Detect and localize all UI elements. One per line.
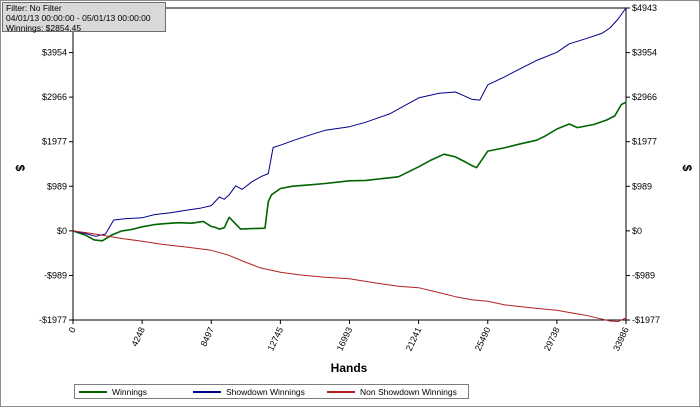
y-tick-label-left: $2966 [42, 92, 67, 102]
y-tick-label-right: $4943 [632, 3, 657, 13]
x-tick-label: 0 [67, 326, 78, 335]
y-tick-label-right: $989 [632, 181, 652, 191]
y-ticks-right: -$1977 -$989 $0 $989 $1977 $2966 $3954 $4943 [626, 3, 660, 325]
chart-legend: Winnings Showdown Winnings Non Showdown Wi… [74, 384, 469, 399]
legend-swatch [79, 390, 107, 393]
y-axis-title-right: $ [680, 165, 694, 172]
legend-label: Non Showdown Winnings [360, 386, 457, 397]
series-lines [72, 7, 627, 322]
x-axis-title: Hands [331, 361, 368, 375]
x-tick-label: 29738 [542, 326, 562, 353]
y-tick-label-right: $2966 [632, 92, 657, 102]
y-tick-label-left: $0 [57, 226, 67, 236]
plot-area [72, 7, 627, 321]
x-tick-label: 16993 [335, 326, 355, 353]
x-tick-label: 12745 [266, 326, 286, 353]
y-tick-label-left: -$1977 [39, 315, 67, 325]
y-tick-label-right: -$989 [632, 270, 655, 280]
y-tick-label-right: $3954 [632, 48, 657, 58]
legend-item: Showdown Winnings [193, 387, 323, 397]
x-tick-label: 33986 [611, 326, 631, 353]
series-line-showdown-winnings [72, 7, 627, 237]
y-tick-label-left: $989 [47, 181, 67, 191]
x-tick-label: 4248 [129, 326, 147, 348]
y-tick-label-left: -$989 [44, 270, 67, 280]
filter-info-box: Filter: No Filter 04/01/13 00:00:00 - 05… [2, 2, 166, 33]
date-range: 04/01/13 00:00:00 - 05/01/13 00:00:00 [6, 13, 151, 23]
x-tick-label: 8497 [199, 326, 217, 348]
winnings-total: Winnings: $2854.45 [6, 23, 82, 33]
x-tick-label: 21241 [404, 326, 424, 353]
legend-label: Showdown Winnings [226, 386, 305, 397]
y-tick-label-left: $3954 [42, 48, 67, 58]
legend-item: Winnings [79, 387, 189, 397]
legend-swatch [327, 390, 355, 393]
y-tick-label-right: -$1977 [632, 315, 660, 325]
filter-label: Filter: No Filter [6, 3, 62, 13]
y-tick-label-right: $1977 [632, 137, 657, 147]
y-tick-label-right: $0 [632, 226, 642, 236]
chart-axes [72, 7, 627, 321]
series-line-non-showdown-winnings [72, 230, 627, 322]
legend-item: Non Showdown Winnings [327, 387, 467, 397]
legend-label: Winnings [112, 386, 147, 397]
y-tick-label-left: $1977 [42, 137, 67, 147]
x-ticks: 0 4248 8497 12745 16993 21241 25490 29738 33986 [67, 320, 631, 353]
legend-swatch [193, 390, 221, 393]
y-axis-title-left: $ [13, 165, 27, 172]
x-tick-label: 25490 [473, 326, 493, 353]
y-ticks-left: -$1977-$989$0$989$1977$2966$3954$4943 [39, 3, 73, 325]
series-line-winnings [72, 101, 627, 242]
